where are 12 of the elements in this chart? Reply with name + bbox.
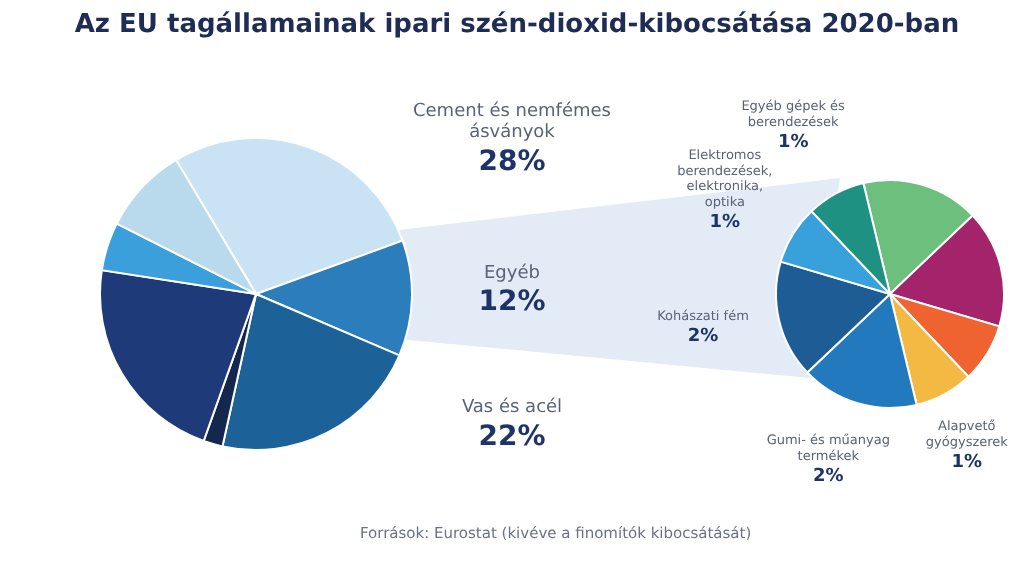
chart-title: Az EU tagállamainak ipari szén-dioxid-kibocsátása 2020-ban xyxy=(72,10,962,40)
data-label: 22% xyxy=(478,420,546,453)
data-label: 12% xyxy=(478,286,546,319)
slice-label: Cement és nemfémes ásványok xyxy=(412,99,612,144)
slice-label: Egyéb xyxy=(484,261,541,284)
data-label: 1% xyxy=(951,452,983,473)
data-label: 28% xyxy=(478,145,546,178)
data-label: 1% xyxy=(709,213,741,234)
slice-label: Vas és acél xyxy=(461,396,563,419)
data-label: 2% xyxy=(813,467,844,488)
data-label: 1% xyxy=(777,132,809,153)
data-label: 2% xyxy=(687,327,719,348)
